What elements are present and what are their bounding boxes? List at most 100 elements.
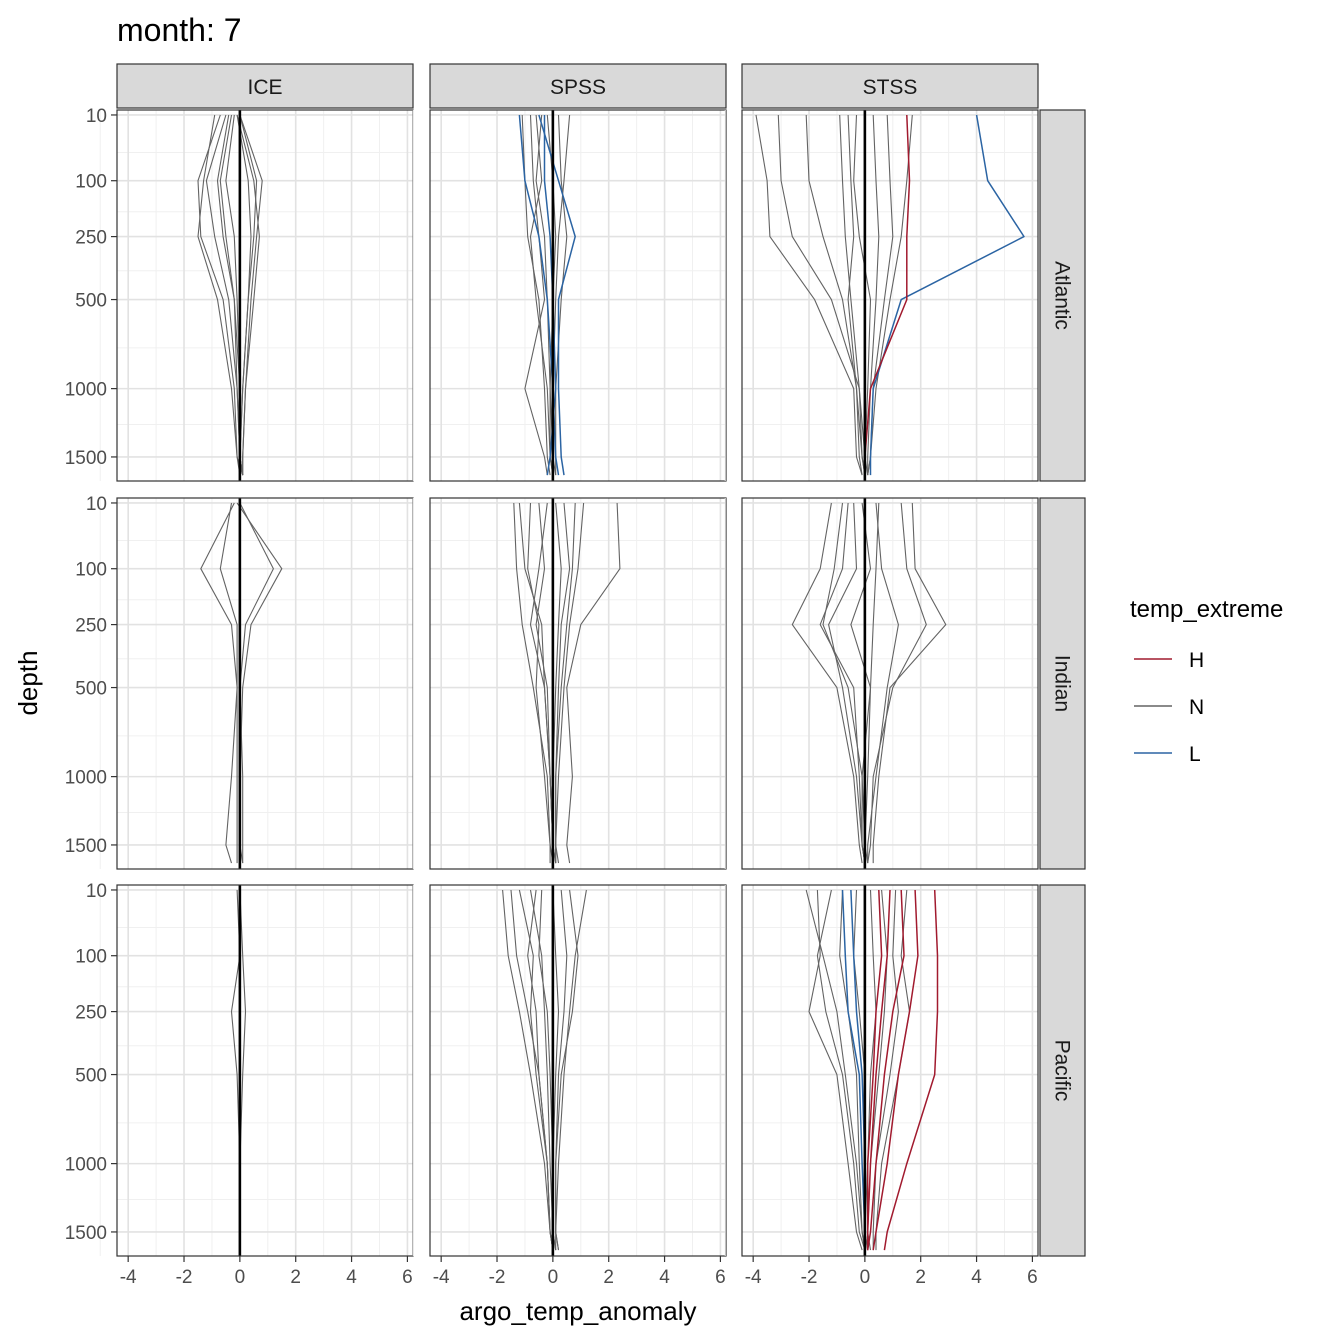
panel-background [117,885,413,1256]
y-tick-label: 100 [75,947,107,968]
panel-pacific-spss [412,884,727,1257]
strips-layer: ICE SPSS STSS Atlantic Indian Pacific [116,63,1086,1257]
profile-line-n [239,114,263,476]
profile-line-n [805,889,866,1251]
y-tick-label: 250 [75,616,107,637]
panel-atlantic-spss [412,109,727,482]
legend-item-h: H [1134,649,1204,672]
x-tick-label: 0 [860,1267,871,1288]
panel-border [741,884,1039,1257]
x-tick-label: 6 [1027,1267,1038,1288]
strip-background [1039,884,1086,1257]
profile-line-n [847,114,866,476]
strip-label: Pacific [1051,1040,1074,1102]
profile-line-n [872,502,947,864]
legend-items: H N L [1134,649,1204,766]
y-tick-label: 1000 [65,1155,107,1176]
strip-background [116,63,414,109]
y-tick-label: 10 [86,494,107,515]
y-tick-label: 250 [75,228,107,249]
profile-line-n [867,502,899,864]
x-tick-label: 4 [659,1267,670,1288]
legend-item-label: N [1189,696,1204,719]
profile-line-n [197,114,241,476]
strip-background [1039,109,1086,482]
y-axis-title: depth [13,650,43,715]
y-tick-label: 500 [75,291,107,312]
profile-line-h [866,889,883,1251]
panel-background [117,110,413,481]
panel-border [429,109,727,482]
panel-background [117,498,413,869]
y-tick-label: 250 [75,1003,107,1024]
profile-lines [791,502,947,864]
x-tick-label: 4 [346,1267,357,1288]
y-tick-label: 1500 [65,448,107,469]
panel-background [430,885,726,1256]
profile-line-n [808,889,863,1251]
profile-line-n [791,502,863,864]
column-strip-spss: SPSS [429,63,727,109]
panel-border [429,497,727,870]
y-tick-label: 500 [75,679,107,700]
panel-background [430,498,726,869]
strip-label: ICE [247,76,282,99]
panel-indian-stss [724,497,1039,870]
y-tick-label: 100 [75,560,107,581]
y-tick-label: 1500 [65,1223,107,1244]
x-tick-label: -4 [120,1267,137,1288]
panel-indian-spss [412,497,727,870]
y-tick-label: 100 [75,172,107,193]
profile-line-n [527,889,554,1251]
y-tick-label: 1000 [65,768,107,789]
row-strip-pacific: Pacific [1039,884,1086,1257]
chart-title: month: 7 [117,12,242,48]
panel-border [741,109,1039,482]
y-tick-label: 10 [86,881,107,902]
profile-line-n [867,502,927,864]
panel-indian-ice [99,497,414,870]
profile-line-l [518,114,560,476]
profile-line-n [872,889,899,1251]
x-tick-label: -2 [176,1267,193,1288]
x-tick-label: 2 [915,1267,926,1288]
panel-atlantic-stss [724,109,1039,482]
strip-background [1039,497,1086,870]
profile-line-h [866,889,905,1251]
profile-line-n [566,502,621,864]
column-strip-stss: STSS [741,63,1039,109]
panels-layer [99,109,1039,1257]
strip-background [429,63,727,109]
strip-label: Indian [1051,655,1074,712]
x-tick-label: -4 [745,1267,762,1288]
y-tick-label: 500 [75,1066,107,1087]
x-tick-label: -2 [489,1267,506,1288]
profile-line-n [555,502,585,864]
legend-item-label: H [1189,649,1204,672]
panel-pacific-stss [724,884,1039,1257]
profile-line-n [527,502,551,864]
profile-line-l [869,114,1025,476]
x-tick-label: -4 [433,1267,450,1288]
profile-line-n [219,502,238,864]
x-tick-label: 6 [715,1267,726,1288]
y-tick-label: 1000 [65,380,107,401]
legend: temp_extreme H N L [1130,596,1283,766]
panel-background [742,498,1038,869]
profile-line-h [883,889,939,1251]
profile-line-n [867,114,880,476]
y-tick-label: 10 [86,106,107,127]
strip-label: SPSS [550,76,606,99]
panel-background [430,110,726,481]
row-strip-indian: Indian [1039,497,1086,870]
legend-item-l: L [1134,743,1201,766]
row-strip-atlantic: Atlantic [1039,109,1086,482]
panel-atlantic-ice [99,109,414,482]
panel-pacific-ice [99,884,414,1257]
panel-border [429,884,727,1257]
x-tick-label: 2 [290,1267,301,1288]
x-tick-label: 6 [402,1267,413,1288]
profile-line-n [805,114,863,476]
panel-background [742,110,1038,481]
